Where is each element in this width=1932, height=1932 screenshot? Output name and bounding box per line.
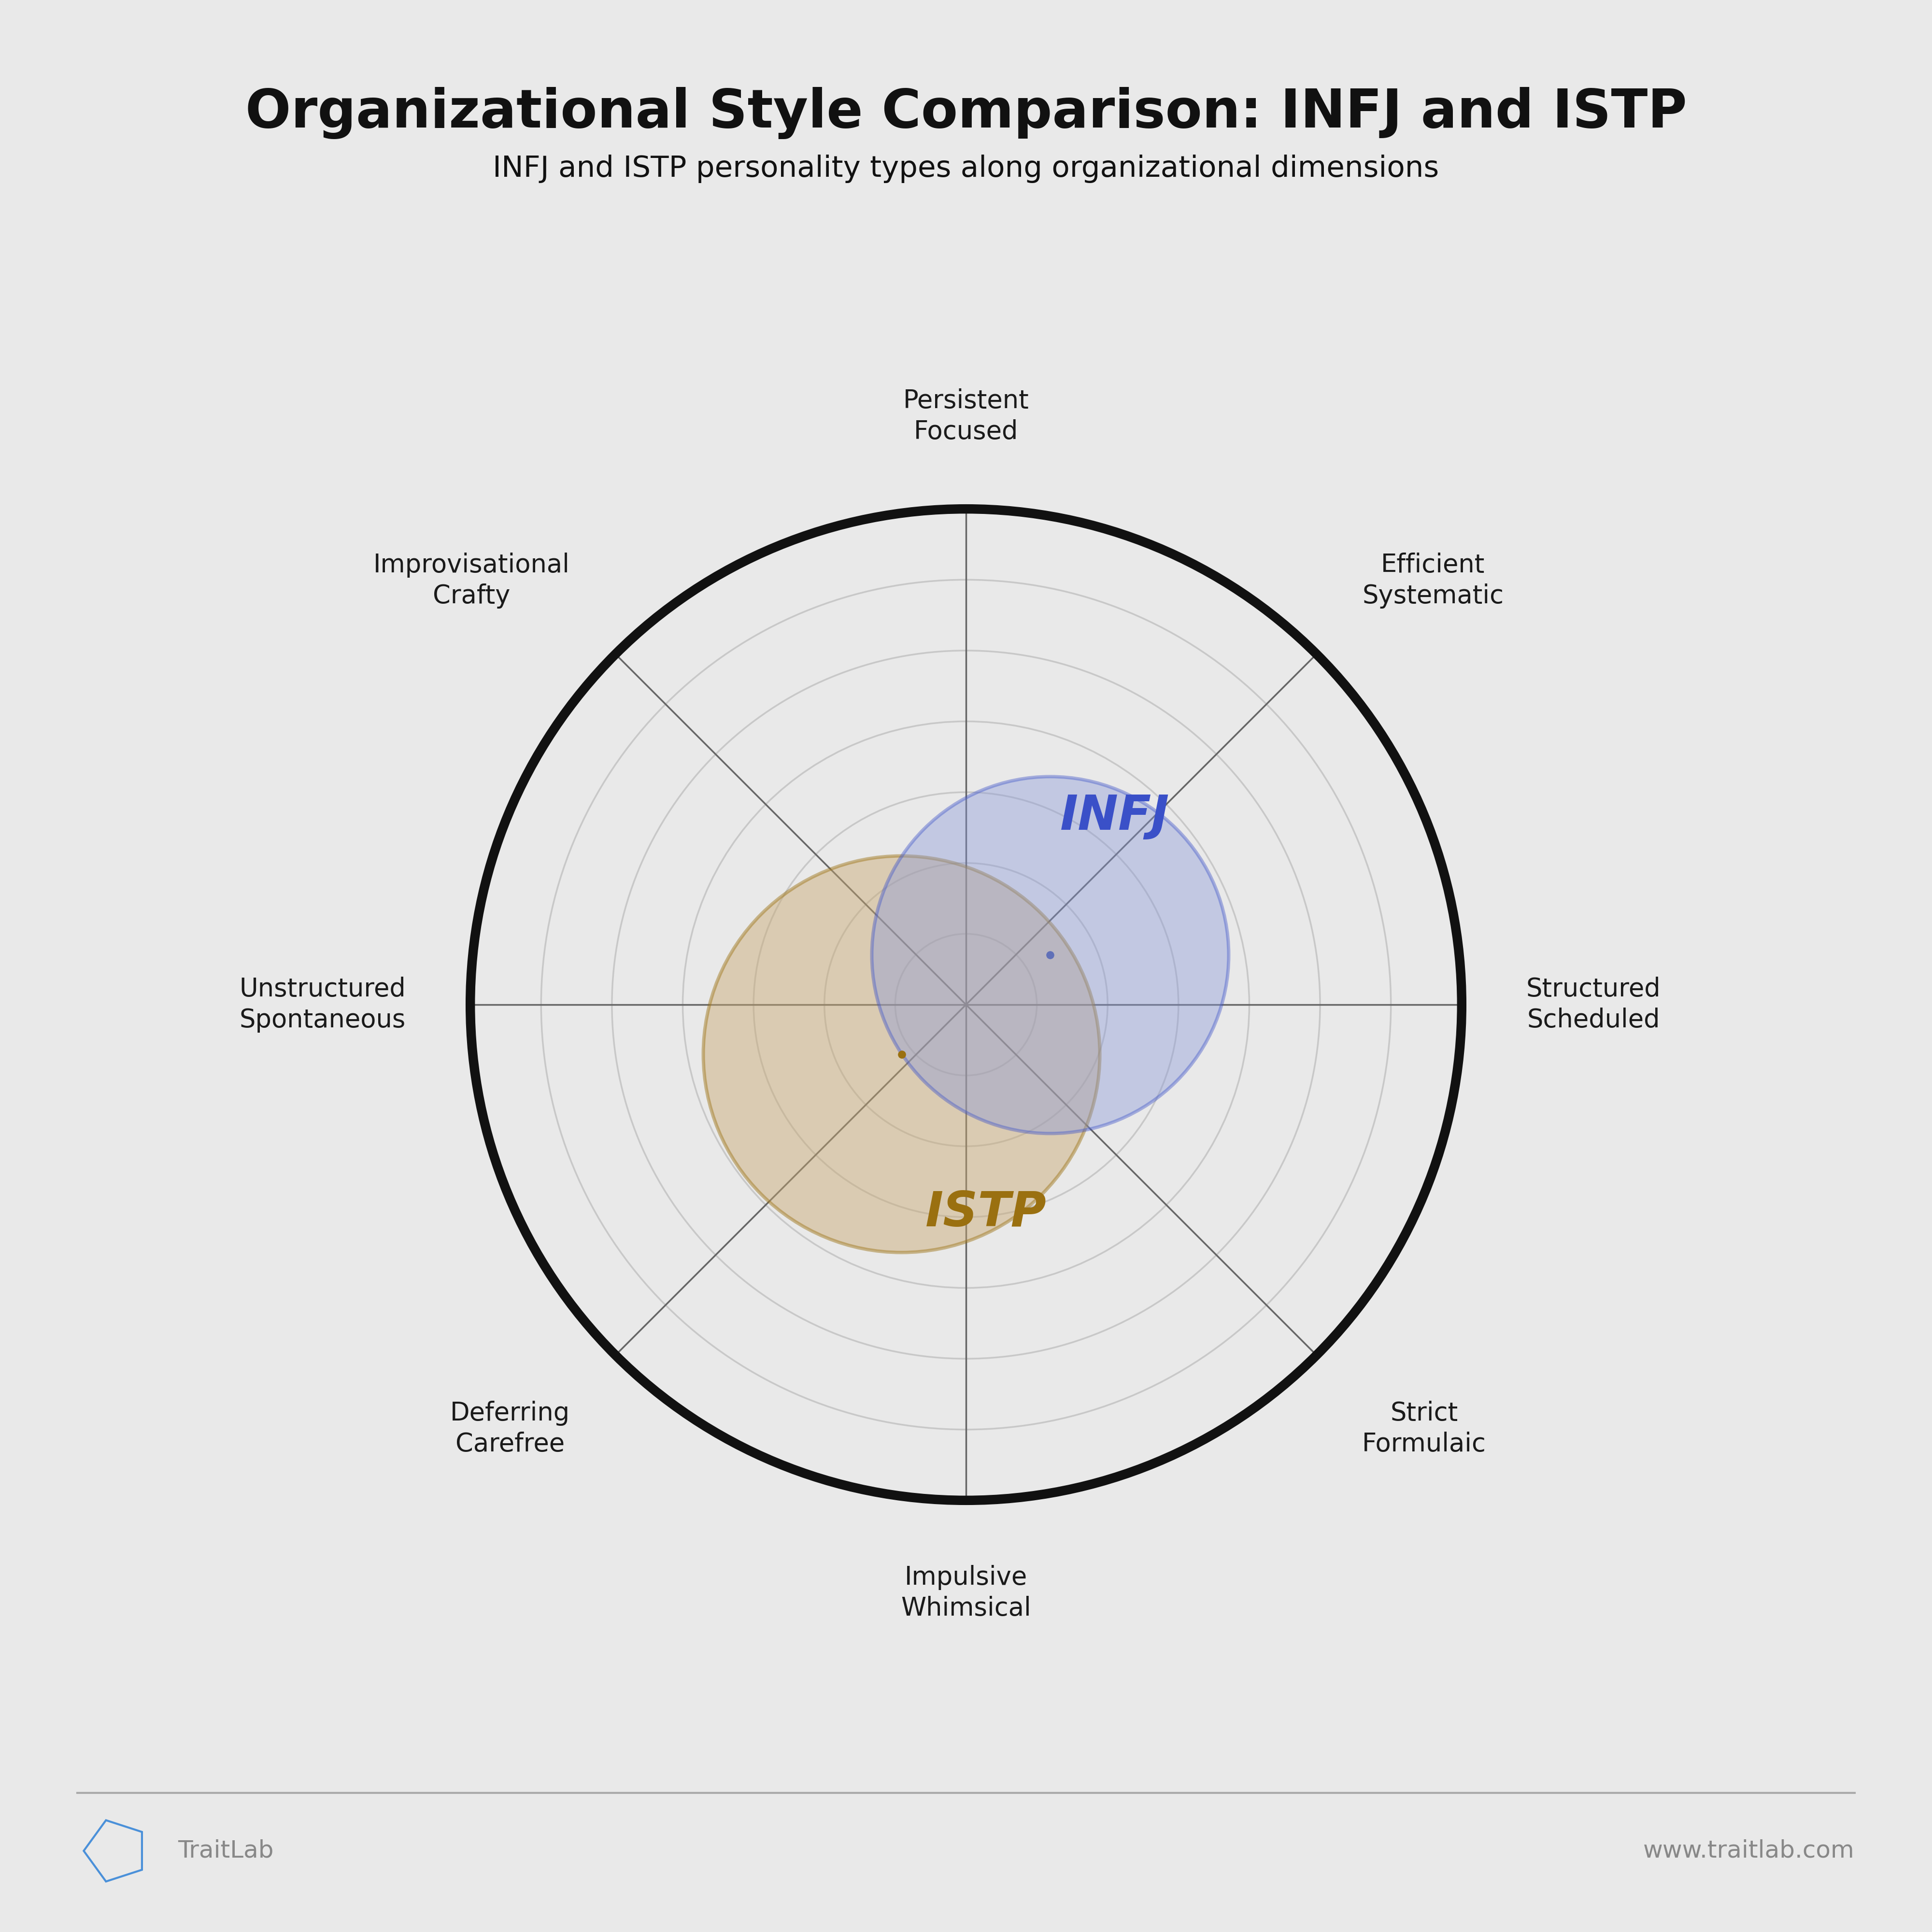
Text: Persistent
Focused: Persistent Focused	[902, 388, 1030, 444]
Text: Strict
Formulaic: Strict Formulaic	[1362, 1401, 1486, 1457]
Text: Efficient
Systematic: Efficient Systematic	[1362, 553, 1503, 609]
Circle shape	[703, 856, 1099, 1252]
Point	[1036, 939, 1066, 970]
Text: Impulsive
Whimsical: Impulsive Whimsical	[900, 1565, 1032, 1621]
Text: Organizational Style Comparison: INFJ and ISTP: Organizational Style Comparison: INFJ an…	[245, 87, 1687, 139]
Text: INFJ and ISTP personality types along organizational dimensions: INFJ and ISTP personality types along or…	[493, 155, 1439, 184]
Text: Unstructured
Spontaneous: Unstructured Spontaneous	[240, 976, 406, 1034]
Text: Structured
Scheduled: Structured Scheduled	[1526, 976, 1662, 1034]
Text: Deferring
Carefree: Deferring Carefree	[450, 1401, 570, 1457]
Text: Improvisational
Crafty: Improvisational Crafty	[373, 553, 570, 609]
Point	[887, 1039, 918, 1070]
Circle shape	[871, 777, 1229, 1134]
Text: INFJ: INFJ	[1061, 792, 1169, 840]
Text: TraitLab: TraitLab	[178, 1839, 274, 1862]
Text: ISTP: ISTP	[925, 1190, 1047, 1236]
Text: www.traitlab.com: www.traitlab.com	[1644, 1839, 1855, 1862]
